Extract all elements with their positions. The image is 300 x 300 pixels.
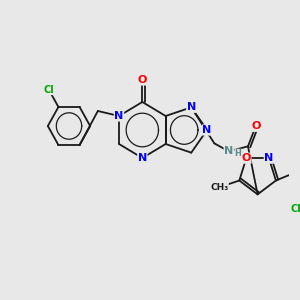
Text: CH₃: CH₃: [210, 183, 228, 192]
Text: N: N: [114, 111, 124, 121]
Text: O: O: [251, 121, 260, 131]
Text: O: O: [242, 153, 251, 163]
Text: N: N: [264, 153, 274, 163]
Text: N: N: [202, 125, 212, 135]
Text: N: N: [224, 146, 233, 156]
Text: O: O: [138, 75, 147, 85]
Text: Cl: Cl: [44, 85, 54, 94]
Text: N: N: [138, 153, 147, 163]
Text: Cl: Cl: [291, 204, 300, 214]
Text: N: N: [187, 102, 196, 112]
Text: H: H: [235, 149, 242, 158]
